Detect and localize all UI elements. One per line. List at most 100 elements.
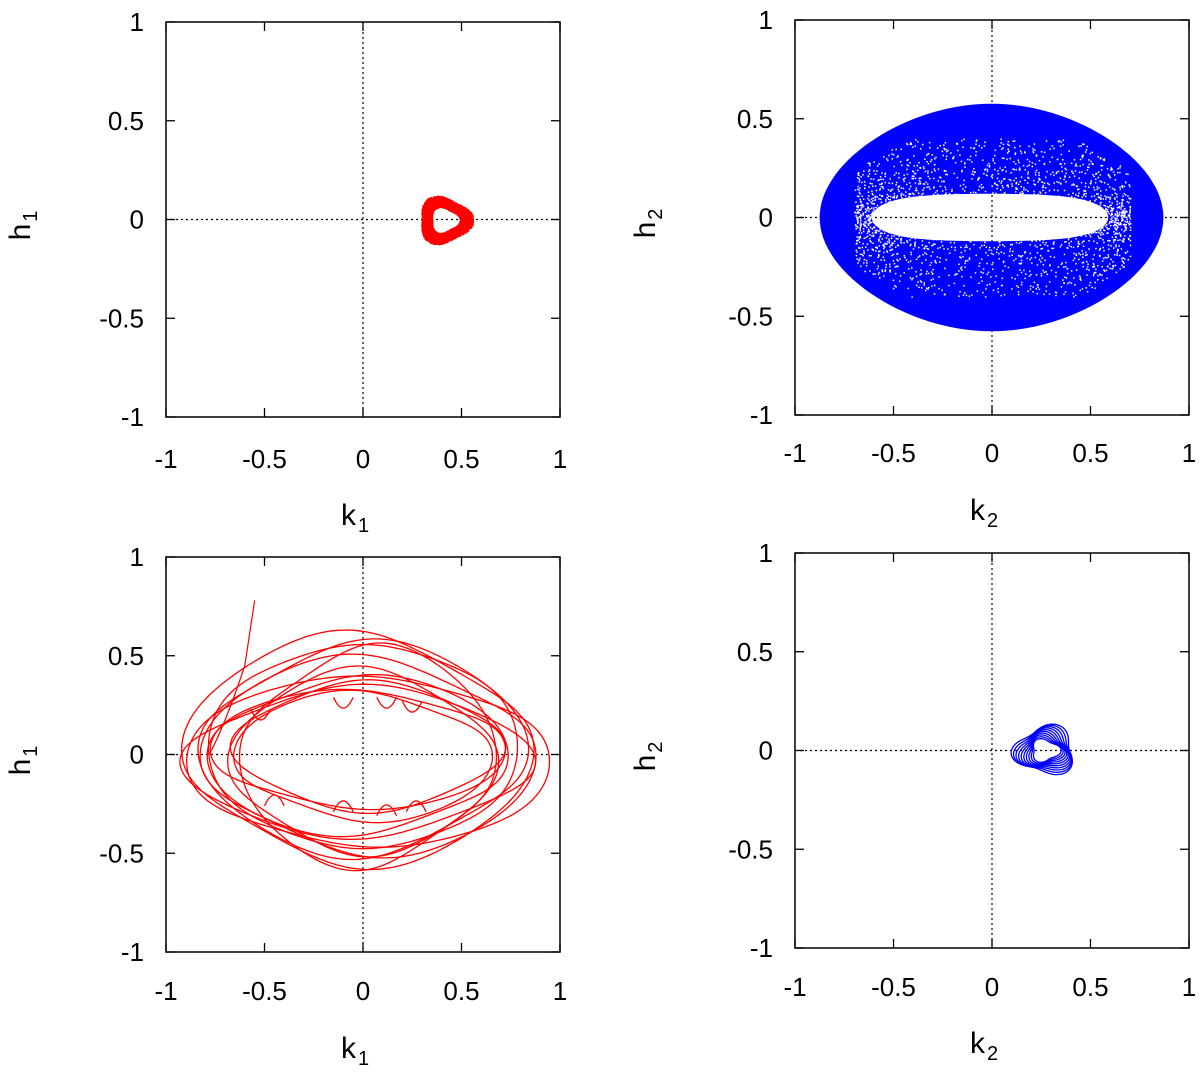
point <box>467 221 470 224</box>
point <box>886 251 889 253</box>
point <box>1073 159 1076 161</box>
point <box>902 187 905 190</box>
point <box>449 238 452 241</box>
point <box>894 272 897 275</box>
point <box>1079 278 1081 280</box>
point <box>1100 231 1103 234</box>
point <box>441 203 444 206</box>
point <box>439 241 442 244</box>
point <box>423 214 426 217</box>
point <box>1048 281 1051 283</box>
point <box>857 222 859 225</box>
point <box>1110 245 1112 247</box>
point <box>1112 171 1115 173</box>
point <box>945 173 947 176</box>
point <box>1073 175 1076 177</box>
point <box>896 156 899 158</box>
point <box>1050 173 1052 176</box>
point <box>1009 243 1012 246</box>
point <box>975 254 977 257</box>
point <box>1073 252 1075 255</box>
point <box>1105 223 1108 226</box>
point <box>877 209 880 212</box>
point <box>424 226 427 229</box>
point <box>885 158 888 160</box>
point <box>1121 219 1123 222</box>
point <box>939 246 941 249</box>
point <box>432 197 435 200</box>
point <box>421 228 424 231</box>
point <box>454 234 457 237</box>
point <box>441 197 444 200</box>
point <box>430 214 433 217</box>
point <box>863 170 865 172</box>
point <box>431 218 434 221</box>
point <box>1081 250 1083 252</box>
point <box>423 206 426 209</box>
point <box>1073 277 1075 279</box>
point <box>925 181 927 183</box>
point <box>896 259 898 261</box>
point <box>1103 204 1105 207</box>
point <box>1072 183 1075 185</box>
point <box>990 249 993 252</box>
point <box>1078 145 1080 148</box>
point <box>1017 159 1020 161</box>
point <box>892 260 895 262</box>
point <box>895 148 897 151</box>
point <box>881 269 883 271</box>
point <box>873 207 875 209</box>
point <box>962 255 964 258</box>
point <box>1057 140 1060 143</box>
point <box>1118 223 1120 226</box>
point <box>433 231 436 234</box>
point <box>996 248 998 251</box>
point <box>426 223 429 226</box>
point <box>903 233 905 236</box>
point <box>1116 217 1118 220</box>
point <box>1107 240 1109 242</box>
point <box>466 209 469 212</box>
point <box>891 153 893 155</box>
point <box>1116 171 1119 174</box>
point <box>998 252 1000 255</box>
point <box>991 174 994 176</box>
point <box>454 210 457 213</box>
point <box>969 248 971 250</box>
point <box>1065 168 1068 171</box>
point <box>1058 140 1061 142</box>
point <box>1104 195 1106 197</box>
point <box>855 228 857 230</box>
point <box>978 144 981 147</box>
point <box>1001 277 1003 280</box>
point <box>1111 217 1113 219</box>
point <box>1060 286 1063 288</box>
point <box>870 241 873 243</box>
point <box>1010 179 1012 182</box>
point <box>856 216 858 219</box>
point <box>434 234 437 237</box>
point <box>445 232 448 235</box>
point <box>922 189 924 191</box>
point <box>1014 163 1017 165</box>
point <box>933 186 935 188</box>
point <box>1029 244 1031 246</box>
point <box>909 244 912 247</box>
point <box>464 222 467 225</box>
point <box>948 274 950 277</box>
point <box>892 287 895 290</box>
point <box>1095 268 1097 271</box>
point <box>1084 185 1087 188</box>
point <box>445 202 448 205</box>
point <box>930 158 933 161</box>
point <box>1020 281 1023 284</box>
point <box>1063 266 1065 268</box>
point <box>1092 231 1095 234</box>
point <box>977 179 979 181</box>
point <box>900 187 903 189</box>
point <box>994 281 996 283</box>
point <box>1128 238 1130 241</box>
point <box>1046 170 1048 173</box>
point <box>1103 241 1105 244</box>
point <box>906 173 909 176</box>
